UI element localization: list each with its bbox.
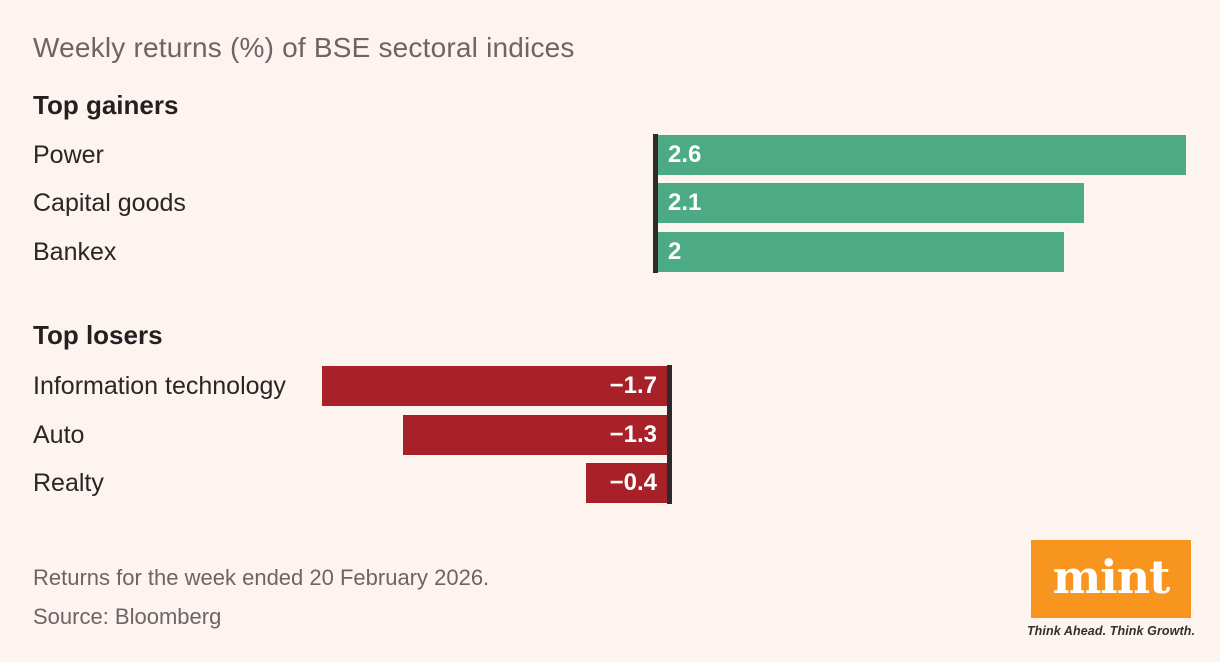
losers-section-heading: Top losers bbox=[33, 320, 163, 350]
footnote-week: Returns for the week ended 20 February 2… bbox=[33, 565, 490, 590]
bar-information-technology: −1.7 bbox=[322, 366, 667, 406]
bar-value-bankex: 2 bbox=[668, 238, 682, 265]
bar-value-capital-goods: 2.1 bbox=[668, 189, 702, 216]
bar-value-auto: −1.3 bbox=[609, 421, 657, 448]
chart-title: Weekly returns (%) of BSE sectoral indic… bbox=[33, 32, 575, 63]
bar-auto: −1.3 bbox=[403, 415, 667, 455]
bar-bankex: 2 bbox=[658, 232, 1064, 272]
bar-label-power: Power bbox=[33, 141, 104, 169]
losers-axis-line bbox=[667, 365, 672, 504]
bar-label-realty: Realty bbox=[33, 469, 104, 497]
mint-logo: mint bbox=[1031, 540, 1191, 618]
bar-capital-goods: 2.1 bbox=[658, 183, 1084, 223]
bar-realty: −0.4 bbox=[586, 463, 667, 503]
bar-label-bankex: Bankex bbox=[33, 238, 117, 266]
bar-power: 2.6 bbox=[658, 135, 1186, 175]
gainers-section-heading: Top gainers bbox=[33, 90, 179, 120]
bar-label-auto: Auto bbox=[33, 421, 85, 449]
mint-wordmark: mint bbox=[1052, 550, 1171, 604]
bar-label-information-technology: Information technology bbox=[33, 372, 286, 400]
bar-value-power: 2.6 bbox=[668, 141, 702, 168]
bar-value-information-technology: −1.7 bbox=[609, 372, 657, 399]
footnote-source: Source: Bloomberg bbox=[33, 604, 222, 629]
gainers-axis-line bbox=[653, 134, 658, 273]
bar-label-capital-goods: Capital goods bbox=[33, 189, 186, 217]
mint-tagline: Think Ahead. Think Growth. bbox=[1026, 624, 1196, 638]
bar-value-realty: −0.4 bbox=[609, 469, 657, 496]
